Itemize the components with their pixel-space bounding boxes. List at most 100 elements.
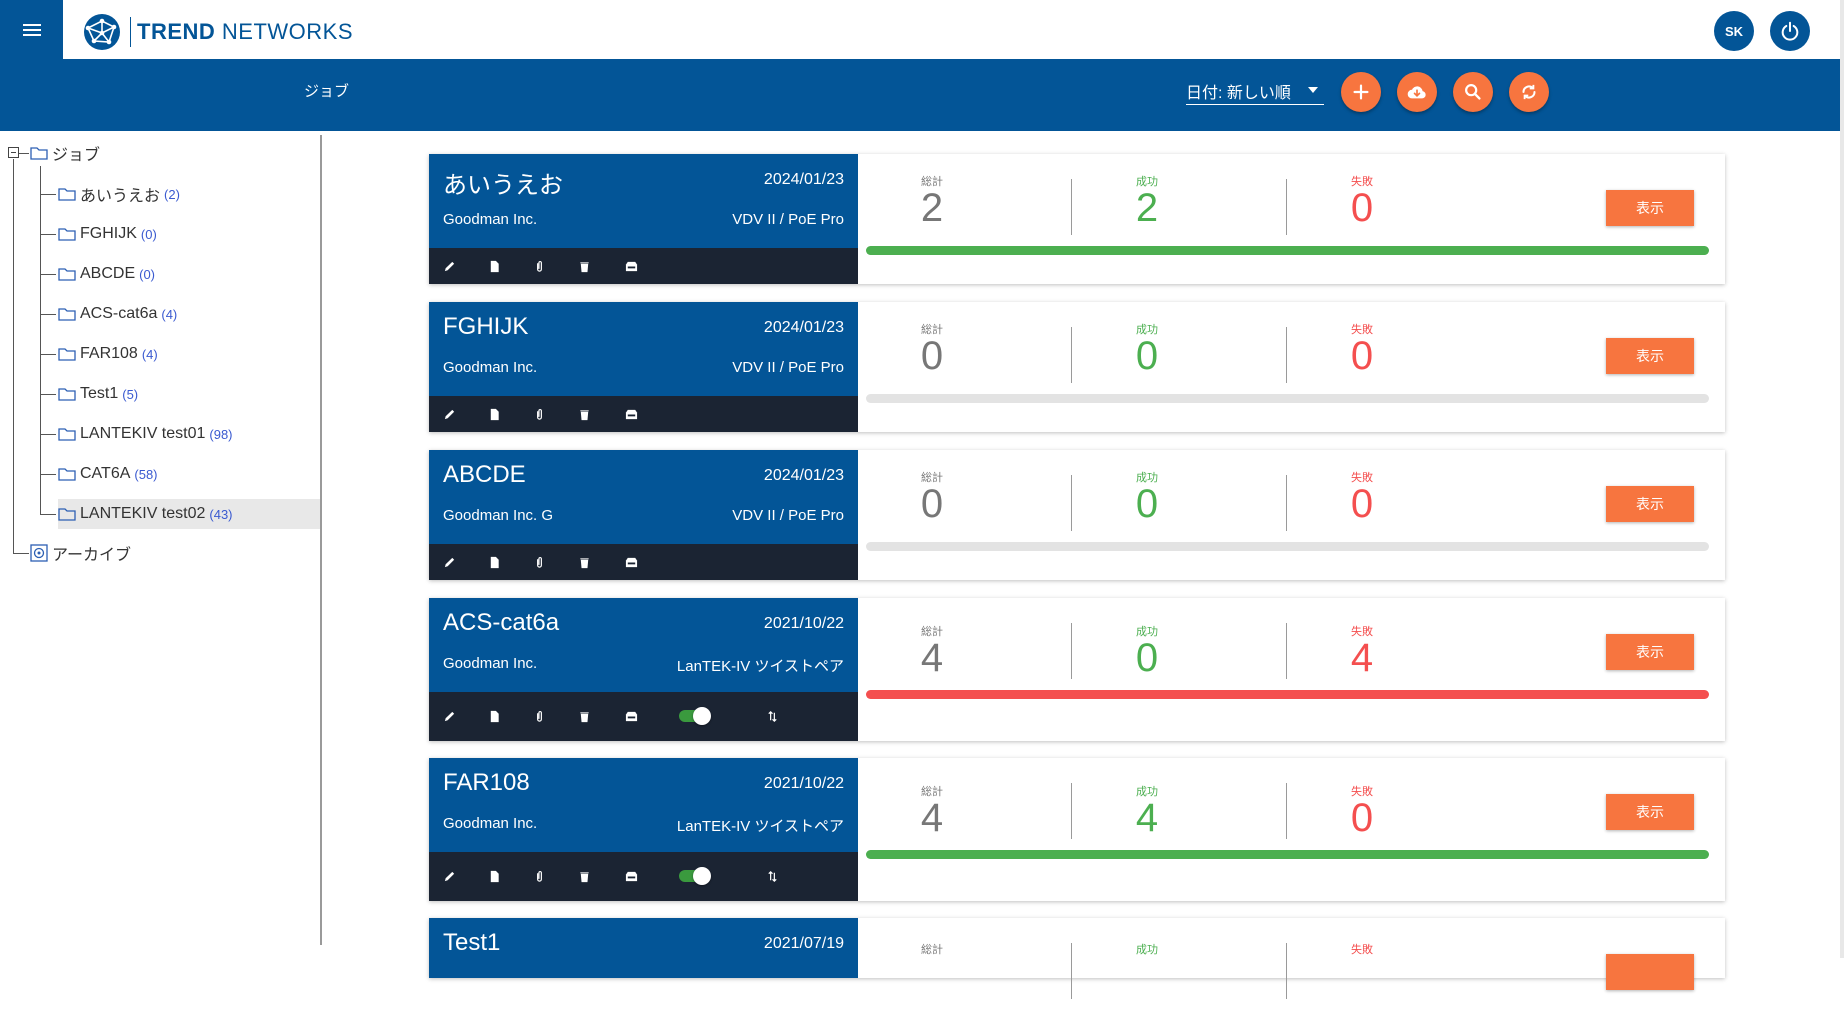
stat-divider [1071,623,1072,679]
job-date: 2021/07/19 [763,935,844,952]
job-card: FGHIJK 2024/01/23 Goodman Inc. VDV II / … [429,302,1725,432]
report-button[interactable] [486,258,502,274]
attachment-button[interactable] [531,406,547,422]
job-card-header[interactable]: FAR108 2021/10/22 Goodman Inc. LanTEK-IV… [429,758,858,852]
show-job-button[interactable]: 表示 [1606,190,1694,226]
job-client: Goodman Inc. G [443,507,554,524]
job-card-actions [429,544,858,580]
stat-fail: 失敗 0 [1312,324,1412,376]
attachment-button[interactable] [531,554,547,570]
stat-divider [1286,943,1287,999]
paperclip-icon [536,556,542,568]
show-job-button[interactable]: 表示 [1606,794,1694,830]
user-avatar[interactable]: SK [1714,11,1754,51]
edit-button[interactable] [441,258,457,274]
report-button[interactable] [486,406,502,422]
job-card-header[interactable]: ACS-cat6a 2021/10/22 Goodman Inc. LanTEK… [429,598,858,692]
archive-job-button[interactable] [623,868,639,884]
tree-item-job[interactable]: LANTEKIV test01 (98) [58,419,321,449]
tree-item-job[interactable]: ABCDE (0) [58,259,321,289]
job-card-header[interactable]: あいうえお 2024/01/23 Goodman Inc. VDV II / P… [429,154,858,248]
attachment-button[interactable] [531,258,547,274]
tree-item-label: あいうえお [80,188,161,205]
add-job-button[interactable] [1341,72,1381,112]
tree-item-job[interactable]: ACS-cat6a (4) [58,299,321,329]
attachment-button[interactable] [531,708,547,724]
tree-root-archive[interactable]: アーカイブ [30,538,131,568]
archive-job-button[interactable] [623,554,639,570]
tree-item-label: LANTEKIV test02 [80,505,206,522]
report-button[interactable] [486,708,502,724]
show-job-button[interactable]: 表示 [1606,634,1694,670]
stat-fail-value: 0 [1350,482,1374,526]
logout-button[interactable] [1770,11,1810,51]
stat-divider [1071,783,1072,839]
toolbar-title: ジョブ [304,83,350,100]
delete-button[interactable] [576,868,592,884]
sync-toggle[interactable] [677,707,711,725]
tree-root-jobs[interactable]: ジョブ [30,138,100,168]
brand-name: TREND NETWORKS [137,19,354,44]
job-card-actions [429,852,858,901]
stat-total-label: 総計 [921,176,943,188]
tree-item-job-selected[interactable]: LANTEKIV test02 (43) [58,499,321,529]
result-progress-bar [866,246,1709,255]
job-card-header[interactable]: FGHIJK 2024/01/23 Goodman Inc. VDV II / … [429,302,858,396]
tree-item-count: (2) [164,186,180,202]
stat-fail: 失敗 0 [1312,176,1412,228]
edit-button[interactable] [441,868,457,884]
job-card-header[interactable]: Test1 2021/07/19 [429,918,858,1012]
stat-fail-label: 失敗 [1351,472,1373,484]
search-button[interactable] [1453,72,1493,112]
sync-toggle[interactable] [677,867,711,885]
stat-divider [1286,783,1287,839]
job-card-header[interactable]: ABCDE 2024/01/23 Goodman Inc. G VDV II /… [429,450,858,544]
delete-button[interactable] [576,554,592,570]
trash-icon [579,711,589,722]
folder-icon [58,268,76,281]
tree-item-job[interactable]: FGHIJK (0) [58,219,321,249]
edit-button[interactable] [441,406,457,422]
transfer-button[interactable] [764,868,780,884]
stat-pass: 成功 0 [1097,472,1197,524]
transfer-button[interactable] [764,708,780,724]
cloud-download-icon [1407,86,1426,99]
folder-icon [58,188,76,201]
tree-item-job[interactable]: Test1 (5) [58,379,321,409]
sort-select[interactable]: 日付: 新しい順 [1186,79,1324,105]
folder-icon [58,428,76,441]
report-button[interactable] [486,554,502,570]
folder-icon [58,388,76,401]
show-job-button[interactable]: 表示 [1606,338,1694,374]
show-job-button[interactable]: 表示 [1606,486,1694,522]
archive-job-button[interactable] [623,258,639,274]
show-job-button[interactable] [1606,954,1694,990]
stat-total-value: 4 [920,796,944,840]
archive-job-button[interactable] [623,708,639,724]
attachment-button[interactable] [531,868,547,884]
edit-button[interactable] [441,708,457,724]
tree-item-job[interactable]: FAR108 (4) [58,339,321,369]
tree-item-job[interactable]: CAT6A (58) [58,459,321,489]
job-client: Goodman Inc. [443,211,538,228]
cloud-download-button[interactable] [1397,72,1437,112]
report-button[interactable] [486,868,502,884]
delete-button[interactable] [576,708,592,724]
sync-button[interactable] [1509,72,1549,112]
archive-icon [30,544,48,562]
hamburger-menu-button[interactable] [0,0,63,59]
delete-button[interactable] [576,406,592,422]
trash-icon [579,557,589,568]
swap-vertical-icon [767,870,777,882]
tree-item-job[interactable]: あいうえお (2) [58,179,321,209]
archive-job-button[interactable] [623,406,639,422]
result-progress-bar [866,542,1709,551]
job-name: あいうえお [443,172,563,199]
stat-divider [1071,179,1072,235]
folder-icon [58,228,76,241]
job-name: FAR108 [443,769,530,796]
edit-button[interactable] [441,554,457,570]
tree-collapse-toggle[interactable] [8,147,19,158]
delete-button[interactable] [576,258,592,274]
stat-divider [1286,179,1287,235]
